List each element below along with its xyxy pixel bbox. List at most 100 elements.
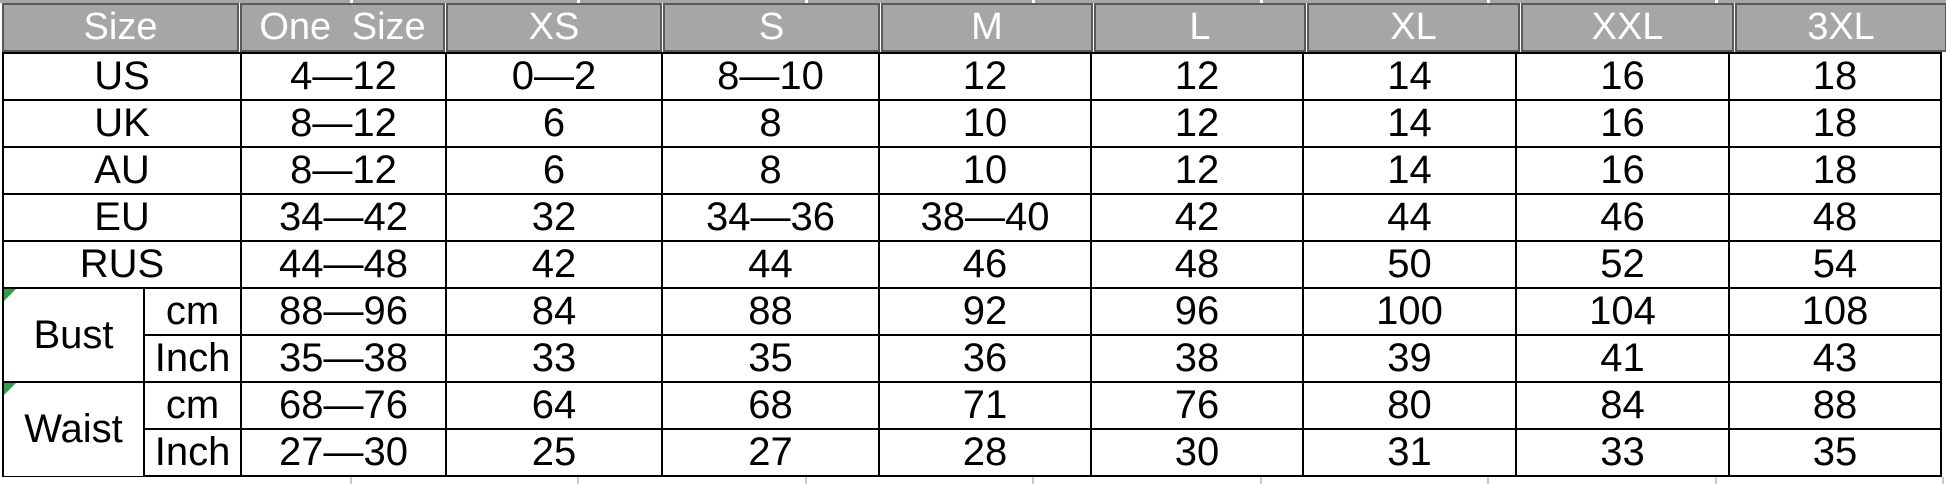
size-cell: 8—12: [240, 146, 448, 195]
comment-flag-icon: [5, 384, 16, 395]
size-cell: 84: [1515, 381, 1731, 430]
size-cell: 48: [1090, 240, 1305, 289]
row-label: UK: [1, 99, 243, 148]
size-cell: 80: [1302, 381, 1518, 430]
table-row: US 4—12 0—2 8—10 12 12 14 16 18: [1, 52, 1943, 101]
size-cell: 42: [1090, 193, 1305, 242]
size-cell: 38: [1090, 334, 1305, 383]
size-cell: 42: [445, 240, 664, 289]
size-cell: 0—2: [445, 52, 664, 101]
size-cell: 30: [1090, 428, 1305, 479]
column-header: One Size: [240, 3, 445, 52]
size-cell: 64: [445, 381, 664, 430]
row-label: RUS: [1, 240, 243, 289]
gridline-gap: [1487, 0, 1490, 3]
spreadsheet-gridline: [805, 477, 807, 484]
size-cell: 88: [661, 287, 881, 336]
size-cell: 33: [445, 334, 664, 383]
size-cell: 35: [661, 334, 881, 383]
row-label: AU: [1, 146, 243, 195]
gridline-gap: [805, 0, 808, 3]
gridline-gap: [1260, 0, 1263, 3]
spreadsheet-gridline-sliver: [0, 477, 1946, 484]
measure-label-text: Waist: [24, 407, 123, 451]
spreadsheet-gridline: [1032, 477, 1034, 484]
column-header: 3XL: [1735, 3, 1946, 52]
size-cell: 54: [1728, 240, 1943, 289]
size-cell: 8: [661, 99, 881, 148]
size-cell: 27—30: [240, 428, 448, 479]
size-cell: 68: [661, 381, 881, 430]
column-header: XL: [1307, 3, 1520, 52]
size-cell: 44: [1302, 193, 1518, 242]
size-cell: 44—48: [240, 240, 448, 289]
table-row: Bust cm 88—96 84 88 92 96 100 104 108: [2, 287, 1943, 383]
unit-cell: cm: [142, 287, 243, 336]
spreadsheet-row-above-sliver: [0, 0, 1946, 3]
table-row: Inch 27—30 25 27 28 30 31 33 35: [3, 428, 1943, 479]
size-cell: 71: [878, 381, 1093, 430]
size-cell: 36: [878, 334, 1093, 383]
spreadsheet-gridline: [1942, 477, 1944, 484]
table-row: Waist cm 68—76 64 68 71 76 80 84 88: [2, 381, 1943, 478]
size-cell: 104: [1515, 287, 1731, 336]
table-row: UK 8—12 6 8 10 12 14 16 18: [1, 99, 1943, 148]
column-header: L: [1094, 3, 1306, 52]
size-cell: 100: [1302, 287, 1518, 336]
size-cell: 4—12: [240, 52, 448, 101]
size-cell: 8—12: [240, 99, 448, 148]
size-cell: 12: [1090, 146, 1305, 195]
table-header-row: Size One Size XS S M L XL XXL 3XL: [2, 3, 1946, 52]
size-cell: 108: [1728, 287, 1943, 336]
gridline-gap: [1032, 0, 1035, 3]
size-cell: 50: [1302, 240, 1518, 289]
size-cell: 6: [445, 99, 664, 148]
size-cell: 16: [1515, 99, 1731, 148]
unit-cell: Inch: [142, 334, 243, 383]
size-cell: 27: [661, 428, 881, 479]
size-cell: 10: [878, 99, 1093, 148]
unit-cell: Inch: [142, 428, 243, 479]
size-cell: 28: [878, 428, 1093, 479]
size-cell: 41: [1515, 334, 1731, 383]
size-cell: 43: [1728, 334, 1943, 383]
size-cell: 12: [1090, 99, 1305, 148]
size-cell: 68—76: [240, 381, 448, 430]
spreadsheet-gridline: [1715, 477, 1717, 484]
size-cell: 33: [1515, 428, 1731, 479]
size-table: US 4—12 0—2 8—10 12 12 14 16 18 UK 8—12 6 8 10 12 14 16 1…: [1, 52, 1943, 479]
gridline-gap: [350, 0, 353, 3]
size-cell: 14: [1302, 146, 1518, 195]
size-cell: 18: [1728, 52, 1943, 101]
size-cell: 44: [661, 240, 881, 289]
table-row: RUS 44—48 42 44 46 48 50 52 54: [1, 240, 1943, 289]
size-cell: 38—40: [878, 193, 1093, 242]
size-cell: 35: [1728, 428, 1943, 479]
table-row: Inch 35—38 33 35 36 38 39 41 43: [3, 334, 1943, 383]
size-cell: 76: [1090, 381, 1305, 430]
size-cell: 6: [445, 146, 664, 195]
size-cell: 8—10: [661, 52, 881, 101]
measure-label: Bust: [2, 287, 145, 383]
size-cell: 18: [1728, 146, 1943, 195]
column-header: XS: [446, 3, 662, 52]
size-cell: 12: [1090, 52, 1305, 101]
column-header: XXL: [1521, 3, 1734, 52]
size-cell: 84: [445, 287, 664, 336]
gridline-gap: [1715, 0, 1718, 3]
comment-flag-icon: [5, 290, 16, 301]
size-cell: 92: [878, 287, 1093, 336]
gridline-gap: [577, 0, 580, 3]
spreadsheet-gridline: [577, 477, 579, 484]
size-cell: 46: [878, 240, 1093, 289]
size-cell: 8: [661, 146, 881, 195]
size-cell: 52: [1515, 240, 1731, 289]
size-cell: 34—36: [661, 193, 881, 242]
size-cell: 88: [1728, 381, 1943, 430]
size-cell: 12: [878, 52, 1093, 101]
column-header: M: [881, 3, 1093, 52]
column-header: Size: [2, 3, 239, 52]
size-cell: 46: [1515, 193, 1731, 242]
size-cell: 16: [1515, 52, 1731, 101]
